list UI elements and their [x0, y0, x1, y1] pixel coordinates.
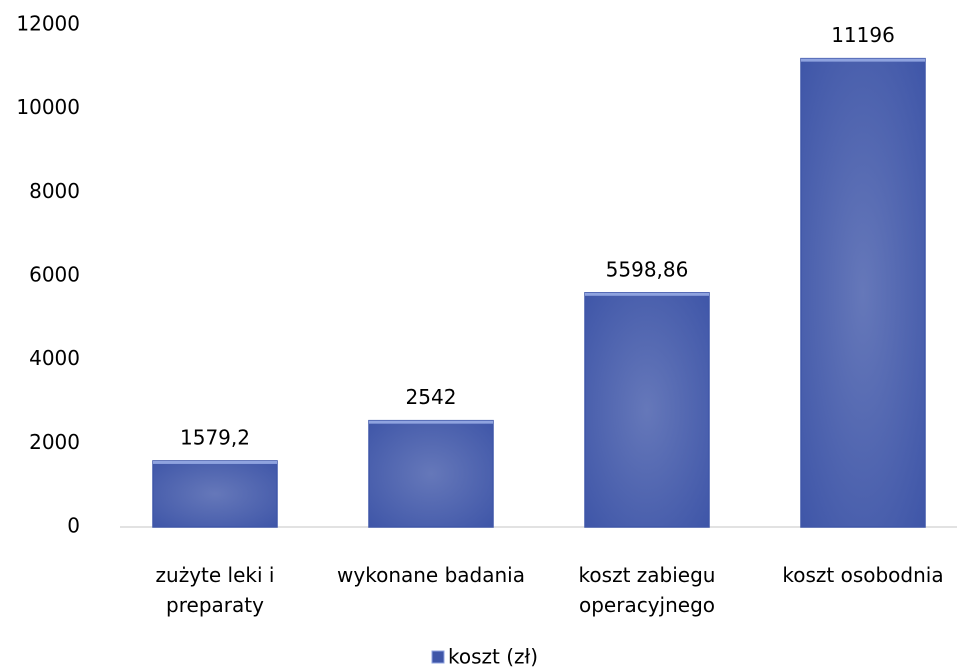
bar — [152, 460, 278, 528]
x-tick-label: koszt zabiegu operacyjnego — [578, 563, 716, 617]
data-label: 11196 — [831, 23, 895, 47]
bar — [800, 57, 926, 528]
bar — [584, 292, 710, 528]
data-label: 5598,86 — [606, 257, 689, 281]
y-tick-label: 2000 — [29, 430, 80, 454]
bar — [368, 419, 494, 528]
y-tick-label: 8000 — [29, 179, 80, 203]
data-label: 2542 — [406, 385, 457, 409]
data-label: 1579,2 — [180, 425, 250, 449]
bar-top-highlight — [369, 420, 493, 424]
legend-swatch — [431, 650, 445, 664]
y-tick-label: 6000 — [29, 263, 80, 287]
bar-top-highlight — [153, 460, 277, 464]
x-tick-label: koszt osobodnia — [782, 563, 944, 587]
y-tick-label: 0 — [67, 514, 80, 538]
y-tick-label: 4000 — [29, 346, 80, 370]
y-tick-label: 10000 — [16, 95, 80, 119]
y-tick-label: 12000 — [16, 12, 80, 36]
bar-top-highlight — [801, 58, 925, 62]
x-tick-label: zużyte leki i preparaty — [155, 563, 275, 617]
legend-label: koszt (zł) — [448, 645, 538, 669]
x-tick-label: wykonane badania — [337, 563, 525, 587]
bar-top-highlight — [585, 292, 709, 296]
